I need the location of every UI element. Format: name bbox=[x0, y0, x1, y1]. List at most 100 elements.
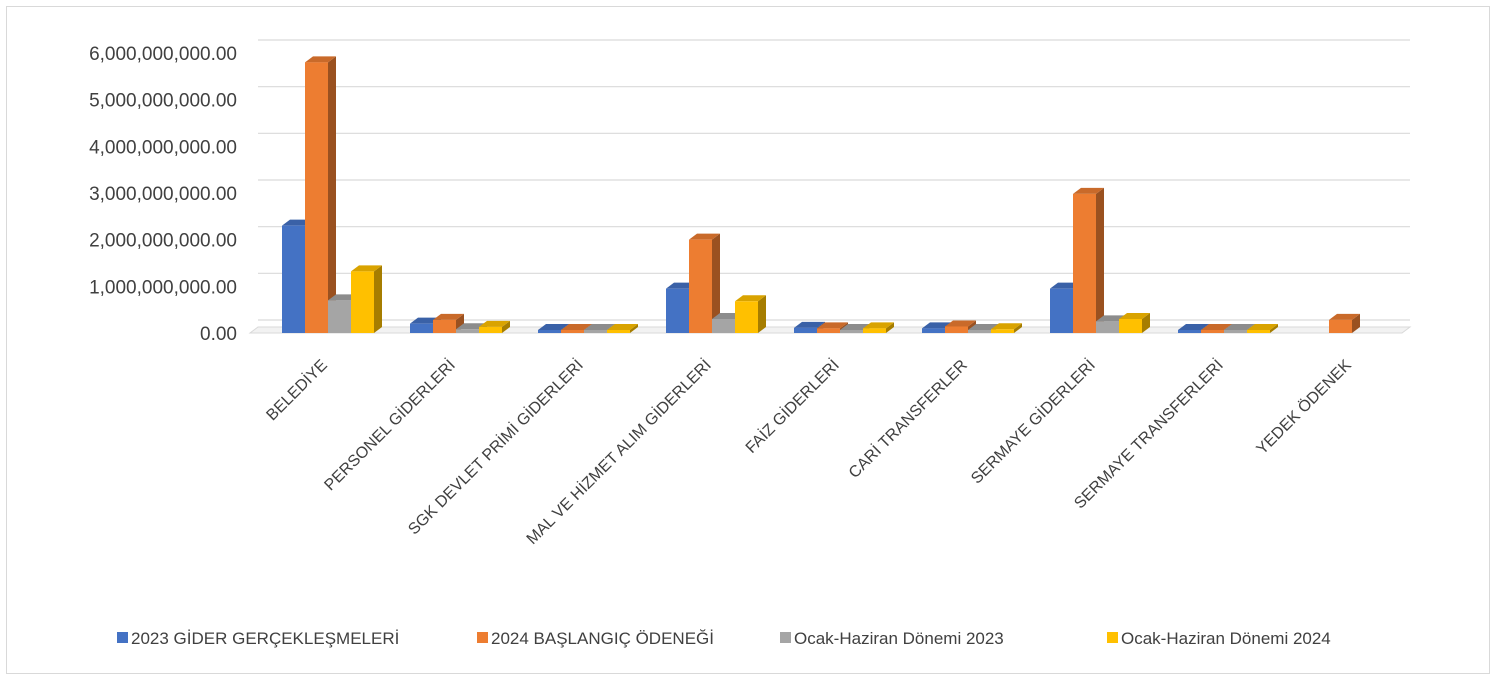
bar-front bbox=[922, 328, 945, 333]
bar bbox=[479, 320, 510, 333]
bar-front bbox=[968, 330, 991, 333]
bar bbox=[991, 323, 1022, 333]
bar-side bbox=[1270, 324, 1278, 333]
bar bbox=[863, 322, 894, 333]
legend-label: 2023 GİDER GERÇEKLEŞMELERİ bbox=[131, 629, 399, 648]
bar-top bbox=[1073, 187, 1104, 194]
bar-front bbox=[863, 328, 886, 333]
y-tick-label: 4,000,000,000.00 bbox=[89, 137, 237, 158]
bar-front bbox=[282, 225, 305, 333]
bar-front bbox=[561, 330, 584, 333]
bar-top bbox=[584, 324, 615, 330]
bar-front bbox=[945, 326, 968, 333]
x-tick-label: CARİ TRANSFERLER bbox=[844, 355, 970, 481]
bar-top bbox=[735, 295, 766, 302]
bar-front bbox=[1096, 321, 1119, 333]
bar-side bbox=[886, 322, 894, 333]
bar-side bbox=[328, 56, 336, 333]
bar-front bbox=[712, 319, 735, 333]
bar-top bbox=[945, 320, 976, 327]
bar-top bbox=[794, 321, 825, 328]
gridlines bbox=[258, 39, 1410, 321]
bar-top bbox=[1329, 313, 1360, 320]
bar-front bbox=[689, 239, 712, 333]
bar-front bbox=[1201, 330, 1224, 333]
chart-frame bbox=[6, 6, 1490, 674]
bar bbox=[1119, 313, 1150, 333]
bar-top bbox=[305, 56, 336, 63]
bar-top bbox=[689, 233, 720, 240]
legend: 2023 GİDER GERÇEKLEŞMELERİ 2024 BAŞLANGIÇ… bbox=[117, 629, 1331, 648]
x-tick-label: BELEDİYE bbox=[262, 355, 331, 424]
bars bbox=[282, 56, 1360, 333]
bar-top bbox=[991, 323, 1022, 330]
bar-top bbox=[1119, 313, 1150, 319]
bar-top bbox=[561, 324, 592, 330]
bar-top bbox=[1247, 324, 1278, 330]
bar-front bbox=[456, 329, 479, 333]
bar bbox=[607, 324, 638, 333]
y-tick-label: 5,000,000,000.00 bbox=[89, 91, 237, 112]
bar-side bbox=[758, 295, 766, 333]
bar-front bbox=[735, 301, 758, 333]
bar-side bbox=[1142, 313, 1150, 333]
bar bbox=[351, 265, 382, 333]
bar bbox=[305, 56, 336, 333]
legend-label: Ocak-Haziran Dönemi 2023 bbox=[794, 629, 1004, 648]
x-tick-label: PERSONEL GİDERLERİ bbox=[320, 355, 459, 494]
bar-front bbox=[1178, 330, 1201, 333]
bar-front bbox=[607, 330, 630, 333]
x-tick-label: FAİZ GİDERLERİ bbox=[741, 355, 842, 456]
bar bbox=[1329, 313, 1360, 333]
x-tick-label: YEDEK ÖDENEK bbox=[1253, 356, 1355, 458]
bar-front bbox=[1247, 330, 1270, 333]
bar-front bbox=[794, 327, 817, 333]
bar-top bbox=[1178, 324, 1209, 330]
bar-front bbox=[1224, 330, 1247, 333]
bar-top bbox=[351, 265, 382, 272]
bar-front bbox=[991, 329, 1014, 333]
bar-top bbox=[433, 313, 464, 320]
bar-top bbox=[538, 324, 569, 330]
bar-front bbox=[1119, 319, 1142, 333]
bar-front bbox=[305, 62, 328, 333]
bar-top bbox=[479, 320, 510, 327]
bar-top bbox=[1201, 324, 1232, 330]
legend-swatch bbox=[477, 632, 488, 643]
bar-side bbox=[1014, 323, 1022, 333]
y-tick-label: 1,000,000,000.00 bbox=[89, 277, 237, 298]
bar-top bbox=[863, 322, 894, 329]
bar bbox=[735, 295, 766, 333]
bar-front bbox=[840, 330, 863, 333]
bar bbox=[433, 313, 464, 333]
legend-swatch bbox=[1107, 632, 1118, 643]
bar-front bbox=[328, 300, 351, 333]
bar-front bbox=[479, 326, 502, 333]
bar-top bbox=[968, 324, 999, 330]
bar-front bbox=[1329, 319, 1352, 333]
bar-top bbox=[1224, 324, 1255, 330]
x-tick-label: SERMAYE GİDERLERİ bbox=[967, 355, 1099, 487]
legend-label: Ocak-Haziran Dönemi 2024 bbox=[1121, 629, 1331, 648]
bar bbox=[1247, 324, 1278, 333]
bar-side bbox=[1096, 187, 1104, 333]
bar-side bbox=[630, 324, 638, 333]
legend-label: 2024 BAŞLANGIÇ ÖDENEĞİ bbox=[491, 629, 714, 648]
bar-front bbox=[1050, 288, 1073, 333]
bar bbox=[1073, 187, 1104, 333]
y-axis: 0.00 1,000,000,000.00 2,000,000,000.00 3,00… bbox=[89, 44, 237, 345]
bar-front bbox=[584, 330, 607, 333]
bar-top bbox=[607, 324, 638, 330]
x-tick-label: SERMAYE TRANSFERLERİ bbox=[1070, 355, 1227, 512]
bar-front bbox=[1073, 193, 1096, 333]
bar-side bbox=[1352, 313, 1360, 333]
bar-front bbox=[538, 330, 561, 333]
bar-side bbox=[712, 233, 720, 333]
bar-front bbox=[433, 319, 456, 333]
y-tick-label: 6,000,000,000.00 bbox=[89, 44, 237, 65]
bar-side bbox=[374, 265, 382, 333]
y-tick-label: 2,000,000,000.00 bbox=[89, 231, 237, 252]
bar-top bbox=[817, 322, 848, 329]
